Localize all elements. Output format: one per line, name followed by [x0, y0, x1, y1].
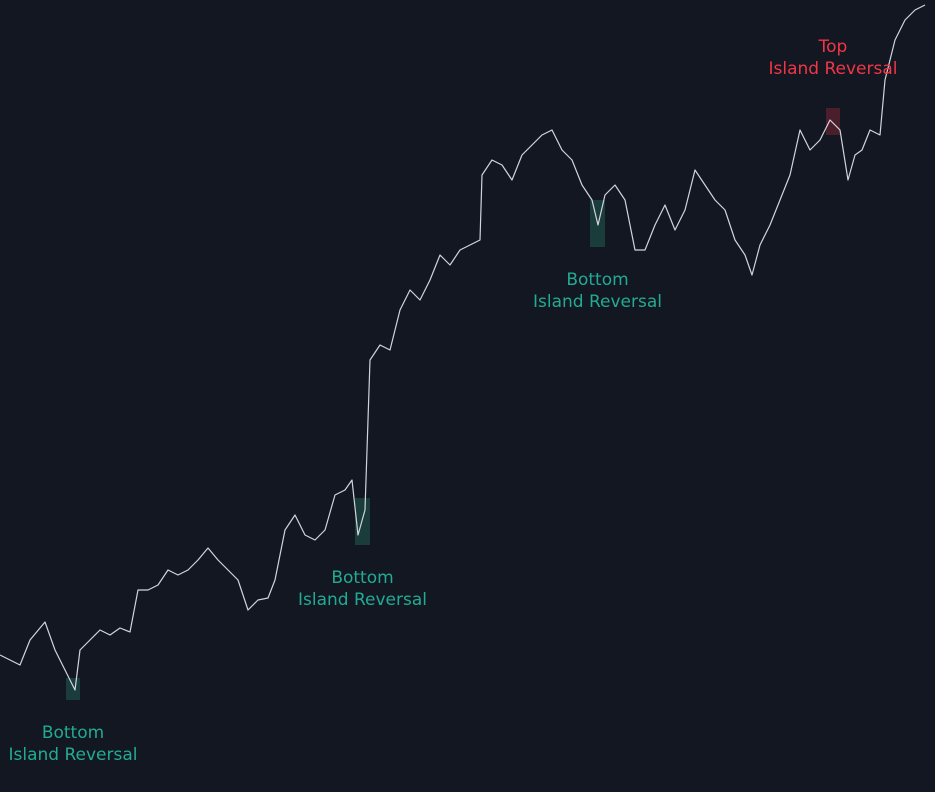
price-line: [0, 4, 926, 691]
island-box: [355, 498, 370, 545]
island-box: [826, 108, 840, 135]
annotation-label: Island Reversal: [769, 59, 898, 79]
annotation-label: Top: [818, 37, 848, 57]
annotation-label: Island Reversal: [533, 292, 662, 312]
annotation-label: Bottom: [42, 723, 104, 743]
annotation-label: Island Reversal: [9, 745, 138, 765]
annotation-label: Island Reversal: [298, 590, 427, 610]
annotation-label: Bottom: [331, 568, 393, 588]
annotation-label: Bottom: [566, 270, 628, 290]
island-box: [66, 678, 80, 700]
